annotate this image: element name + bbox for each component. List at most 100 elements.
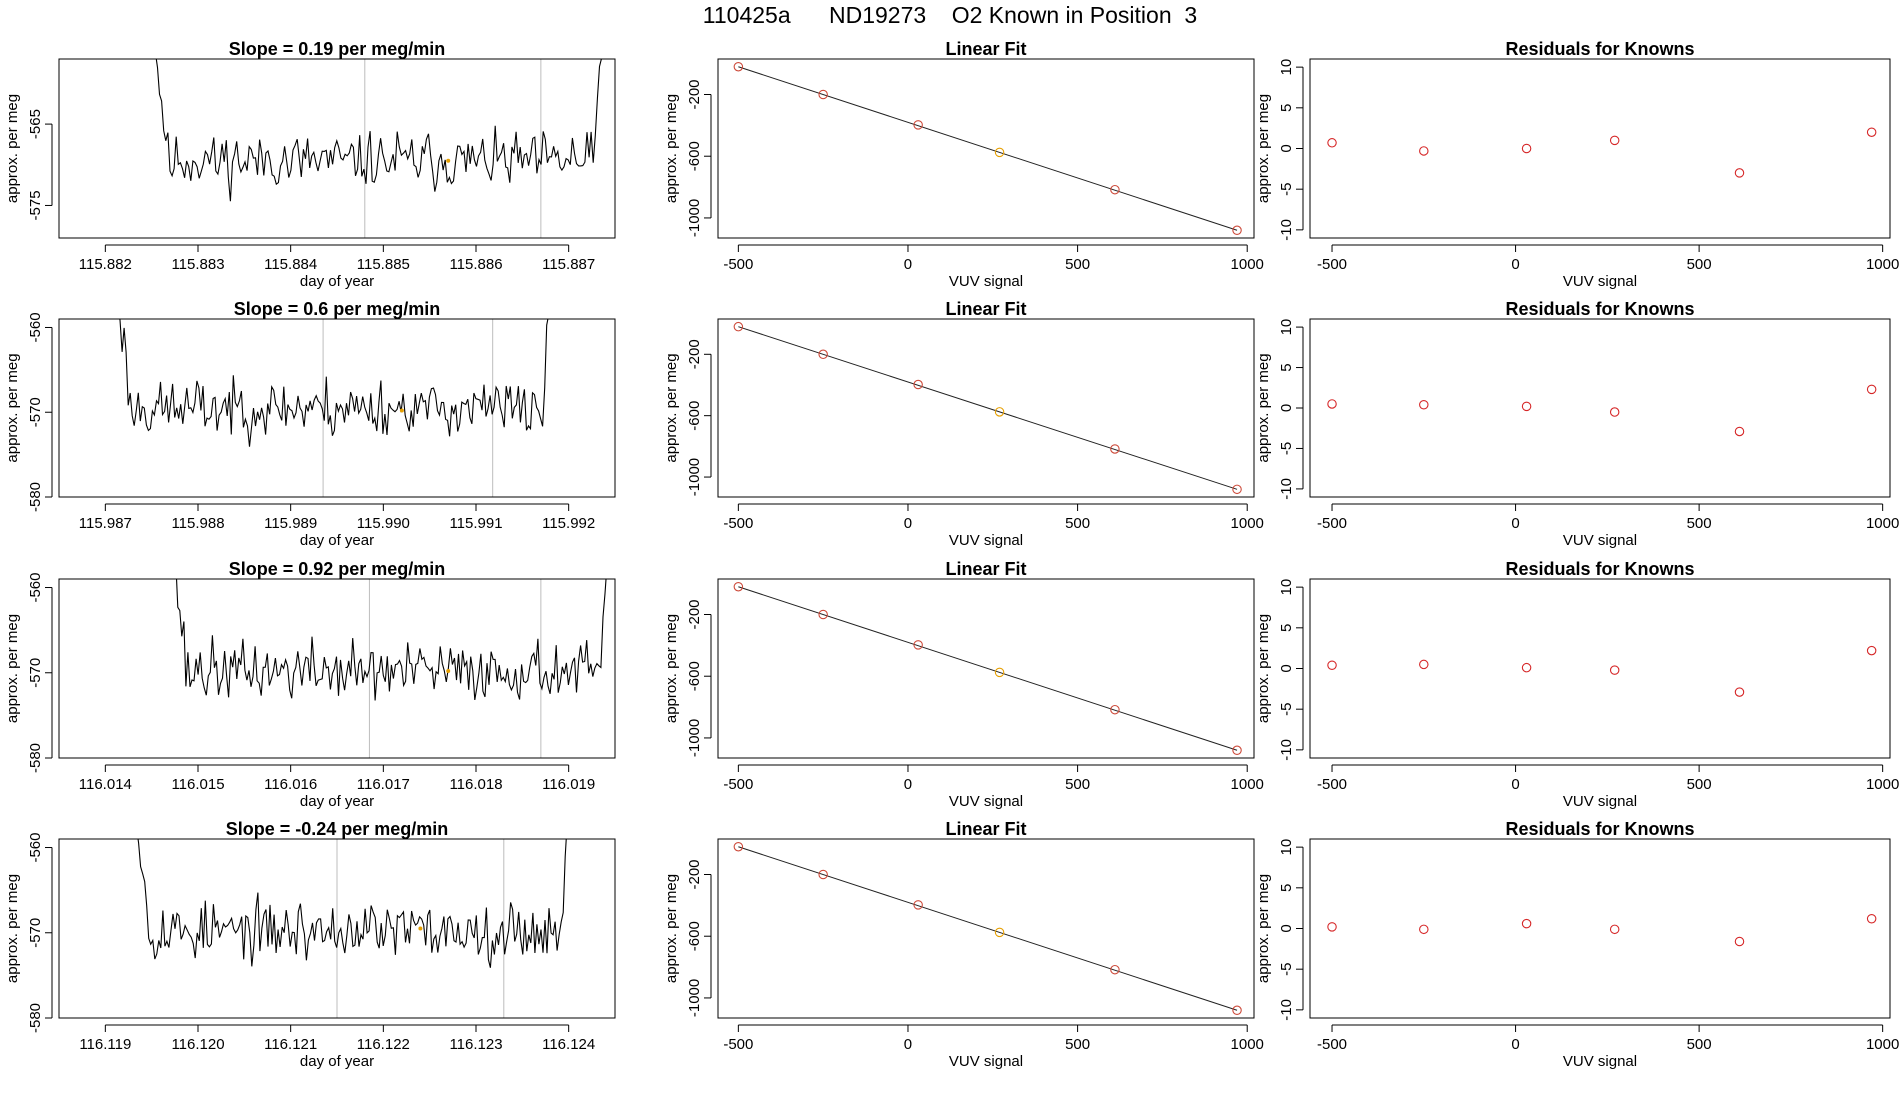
data-point <box>1110 964 1120 975</box>
x-tick-label: 115.988 <box>171 515 224 532</box>
data-point <box>1734 426 1745 437</box>
plot-data <box>733 581 1242 756</box>
series-line <box>175 579 607 701</box>
residuals-1: Residuals for Knowns -500 0 500 1000 VUV sign… <box>1255 39 1899 290</box>
x-tick-label: 1000 <box>1231 515 1264 532</box>
y-axis-label: approx. per meg <box>4 614 21 723</box>
x-tick-label: 0 <box>1511 1036 1519 1053</box>
plot-frame <box>58 58 616 239</box>
x-tick-label: 115.991 <box>449 515 502 532</box>
plot-frame <box>1309 578 1891 759</box>
y-axis-label: approx. per meg <box>4 874 21 983</box>
x-axis-label: day of year <box>300 532 374 549</box>
plot-frame <box>1309 58 1891 239</box>
x-tick-label: 0 <box>1511 515 1519 532</box>
data-point <box>1609 924 1620 935</box>
y-tick-label: -575 <box>27 190 44 220</box>
data-point <box>818 349 828 360</box>
plot-data <box>733 841 1242 1016</box>
plot-data <box>1327 913 1877 947</box>
y-tick-label: -565 <box>27 109 44 139</box>
x-tick-label: 115.990 <box>357 515 410 532</box>
y-tick-label: -560 <box>27 833 44 863</box>
data-point <box>1327 399 1337 409</box>
y-tick-label: -580 <box>27 743 44 773</box>
data-point <box>994 407 1005 417</box>
data-point <box>1734 936 1745 947</box>
y-axis-label: approx. per meg <box>1255 614 1272 723</box>
x-tick-label: 115.992 <box>542 515 595 532</box>
panel-title: Linear Fit <box>945 559 1026 579</box>
x-tick-label: 0 <box>904 776 912 793</box>
y-tick-label: -1000 <box>686 199 703 237</box>
plot-frame <box>58 578 616 759</box>
data-point <box>913 120 923 130</box>
highlight-point <box>446 669 451 674</box>
y-tick-label: -570 <box>27 658 44 688</box>
plot-data <box>1327 645 1877 697</box>
highlight-point <box>446 158 451 163</box>
y-axis-label: approx. per meg <box>663 94 680 203</box>
data-point <box>913 640 923 650</box>
x-tick-label: 116.121 <box>264 1036 317 1053</box>
y-tick-label: 0 <box>1278 404 1295 412</box>
y-tick-label: -200 <box>686 859 703 889</box>
panel-title: Residuals for Knowns <box>1505 819 1694 839</box>
y-tick-label: -600 <box>686 921 703 951</box>
x-tick-label: 115.887 <box>542 256 595 273</box>
x-axis-label: VUV signal <box>949 273 1023 290</box>
data-point <box>1609 407 1620 417</box>
linear-fit-2: Linear Fit -500 0 500 1000 VUV signal -1000 -60… <box>663 299 1264 549</box>
x-tick-label: 1000 <box>1866 256 1899 273</box>
data-point <box>1734 168 1745 178</box>
y-tick-label: -1000 <box>686 719 703 757</box>
data-point <box>1609 135 1620 146</box>
timeseries-1: Slope = 0.19 per meg/min 115.882 115.883 11… <box>4 39 616 290</box>
plot-data <box>1327 384 1877 437</box>
y-axis-label: approx. per meg <box>1255 353 1272 462</box>
x-tick-label: 116.016 <box>264 776 317 793</box>
y-tick-label: 5 <box>1278 363 1295 371</box>
y-tick-label: -560 <box>27 312 44 342</box>
data-point <box>1609 665 1620 675</box>
data-point <box>1110 704 1120 715</box>
plot-frame <box>717 578 1255 759</box>
x-axis-label: VUV signal <box>949 1053 1023 1070</box>
x-tick-label: 500 <box>1065 1036 1090 1053</box>
fit-line <box>738 846 1238 1011</box>
y-tick-label: 0 <box>1278 664 1295 672</box>
panel-title: Residuals for Knowns <box>1505 39 1694 59</box>
plot-frame <box>58 318 616 498</box>
y-tick-label: -600 <box>686 141 703 171</box>
panel-title: Residuals for Knowns <box>1505 299 1694 319</box>
x-tick-label: -500 <box>1317 256 1347 273</box>
x-tick-label: 115.886 <box>449 256 502 273</box>
y-tick-label: -5 <box>1278 963 1295 976</box>
plot-data <box>733 321 1242 495</box>
plot-frame <box>717 838 1255 1019</box>
plot-frame <box>717 318 1255 498</box>
data-point <box>1734 687 1745 697</box>
x-axis-label: VUV signal <box>949 532 1023 549</box>
y-tick-label: -560 <box>27 573 44 603</box>
x-tick-label: 0 <box>904 1036 912 1053</box>
data-point <box>733 581 744 592</box>
y-axis-label: approx. per meg <box>4 353 21 462</box>
plot-frame <box>1309 318 1891 498</box>
x-tick-label: 115.884 <box>264 256 317 273</box>
y-tick-label: -600 <box>686 401 703 431</box>
x-tick-label: 1000 <box>1866 776 1899 793</box>
data-point <box>1521 662 1532 673</box>
y-tick-label: -570 <box>27 397 44 427</box>
timeseries-3: Slope = 0.92 per meg/min 116.014 116.015 11… <box>4 559 616 810</box>
x-tick-label: 116.119 <box>79 1036 131 1053</box>
x-tick-label: 115.882 <box>79 256 132 273</box>
y-axis-label: approx. per meg <box>1255 874 1272 983</box>
data-point <box>733 841 744 852</box>
y-tick-label: 10 <box>1278 839 1295 856</box>
data-point <box>733 61 744 72</box>
data-point <box>818 89 828 100</box>
data-point <box>1419 400 1429 410</box>
y-tick-label: -580 <box>27 1003 44 1033</box>
